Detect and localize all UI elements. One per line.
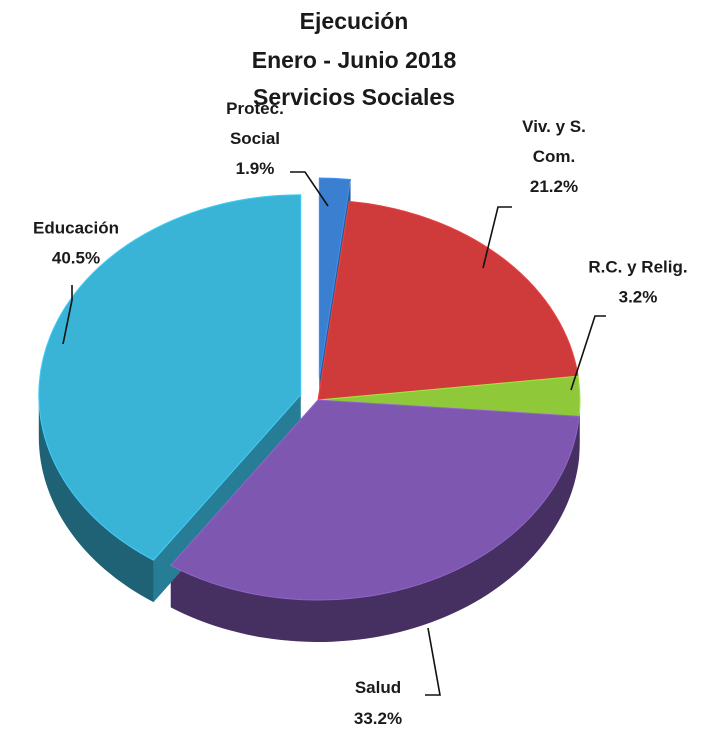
pie-slice-0 xyxy=(318,177,352,379)
chart-title-line-2: Enero - Junio 2018 xyxy=(252,47,457,73)
slice-value-label-2: 3.2% xyxy=(619,288,658,307)
slice-name-label-1: Viv. y S. xyxy=(522,117,586,136)
leader-line-0 xyxy=(290,171,329,207)
leader-lines xyxy=(62,171,606,696)
slice-side-4 xyxy=(38,394,154,603)
slice-name-label-0: Social xyxy=(230,129,280,148)
slice-name-label-3: Salud xyxy=(355,678,401,697)
leader-line-4 xyxy=(62,285,73,345)
slice-name-label-0: Protec. xyxy=(226,99,284,118)
leader-line-3 xyxy=(425,627,441,696)
slice-value-label-3: 33.2% xyxy=(354,709,402,728)
slice-name-label-1: Com. xyxy=(533,147,576,166)
pie-slice-1 xyxy=(317,200,579,401)
pie-slice-4 xyxy=(38,194,302,561)
slice-name-label-4: Educación xyxy=(33,219,119,238)
slice-side-3 xyxy=(170,416,580,643)
pie-slice-3 xyxy=(169,399,580,601)
chart-title: Ejecución Enero - Junio 2018 Servicios S… xyxy=(252,8,457,110)
leader-line-2 xyxy=(570,315,606,391)
slice-value-label-4: 40.5% xyxy=(52,249,100,268)
slice-name-label-2: R.C. y Relig. xyxy=(588,258,687,277)
slice-labels: Protec. Social 1.9% Viv. y S. Com. 21.2% R.C. … xyxy=(33,99,688,728)
leader-line-1 xyxy=(482,206,512,269)
chart-title-line-3: Servicios Sociales xyxy=(253,84,455,110)
pie-top-layer xyxy=(38,177,581,601)
chart-title-line-1: Ejecución xyxy=(300,8,409,34)
slice-value-label-0: 1.9% xyxy=(236,159,275,178)
slice-value-label-1: 21.2% xyxy=(530,177,578,196)
